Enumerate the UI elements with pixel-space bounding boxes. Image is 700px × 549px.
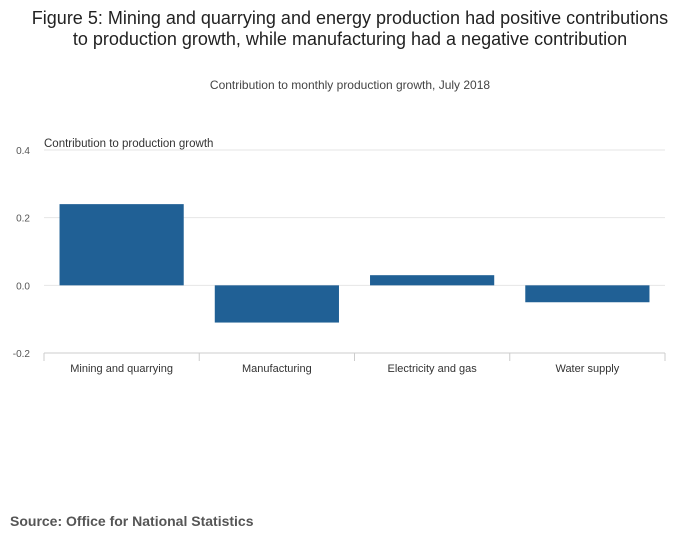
y-axis-ticks: 0.4 0.2 0.0 -0.2	[13, 146, 31, 360]
category-label: Manufacturing	[242, 363, 312, 375]
y-tick-label: 0.2	[16, 214, 30, 225]
category-label: Electricity and gas	[387, 363, 477, 375]
y-axis-label: Contribution to production growth	[44, 138, 213, 150]
bar[interactable]	[214, 285, 339, 323]
bar[interactable]	[59, 204, 184, 286]
category-label: Water supply	[555, 363, 619, 375]
x-axis	[43, 352, 666, 361]
x-axis-categories: Mining and quarrying Manufacturing Electri…	[70, 363, 620, 375]
y-tick-label: 0.4	[16, 146, 30, 157]
bars	[59, 204, 650, 323]
y-tick-label: 0.0	[16, 281, 30, 292]
y-tick-label: -0.2	[13, 349, 31, 360]
source-note: Source: Office for National Statistics	[10, 513, 254, 529]
bar[interactable]	[370, 275, 495, 286]
bar[interactable]	[525, 285, 650, 303]
chart-title: Figure 5: Mining and quarrying and energ…	[31, 8, 669, 49]
category-label: Mining and quarrying	[70, 363, 173, 375]
chart-subtitle: Contribution to monthly production growt…	[209, 78, 491, 92]
